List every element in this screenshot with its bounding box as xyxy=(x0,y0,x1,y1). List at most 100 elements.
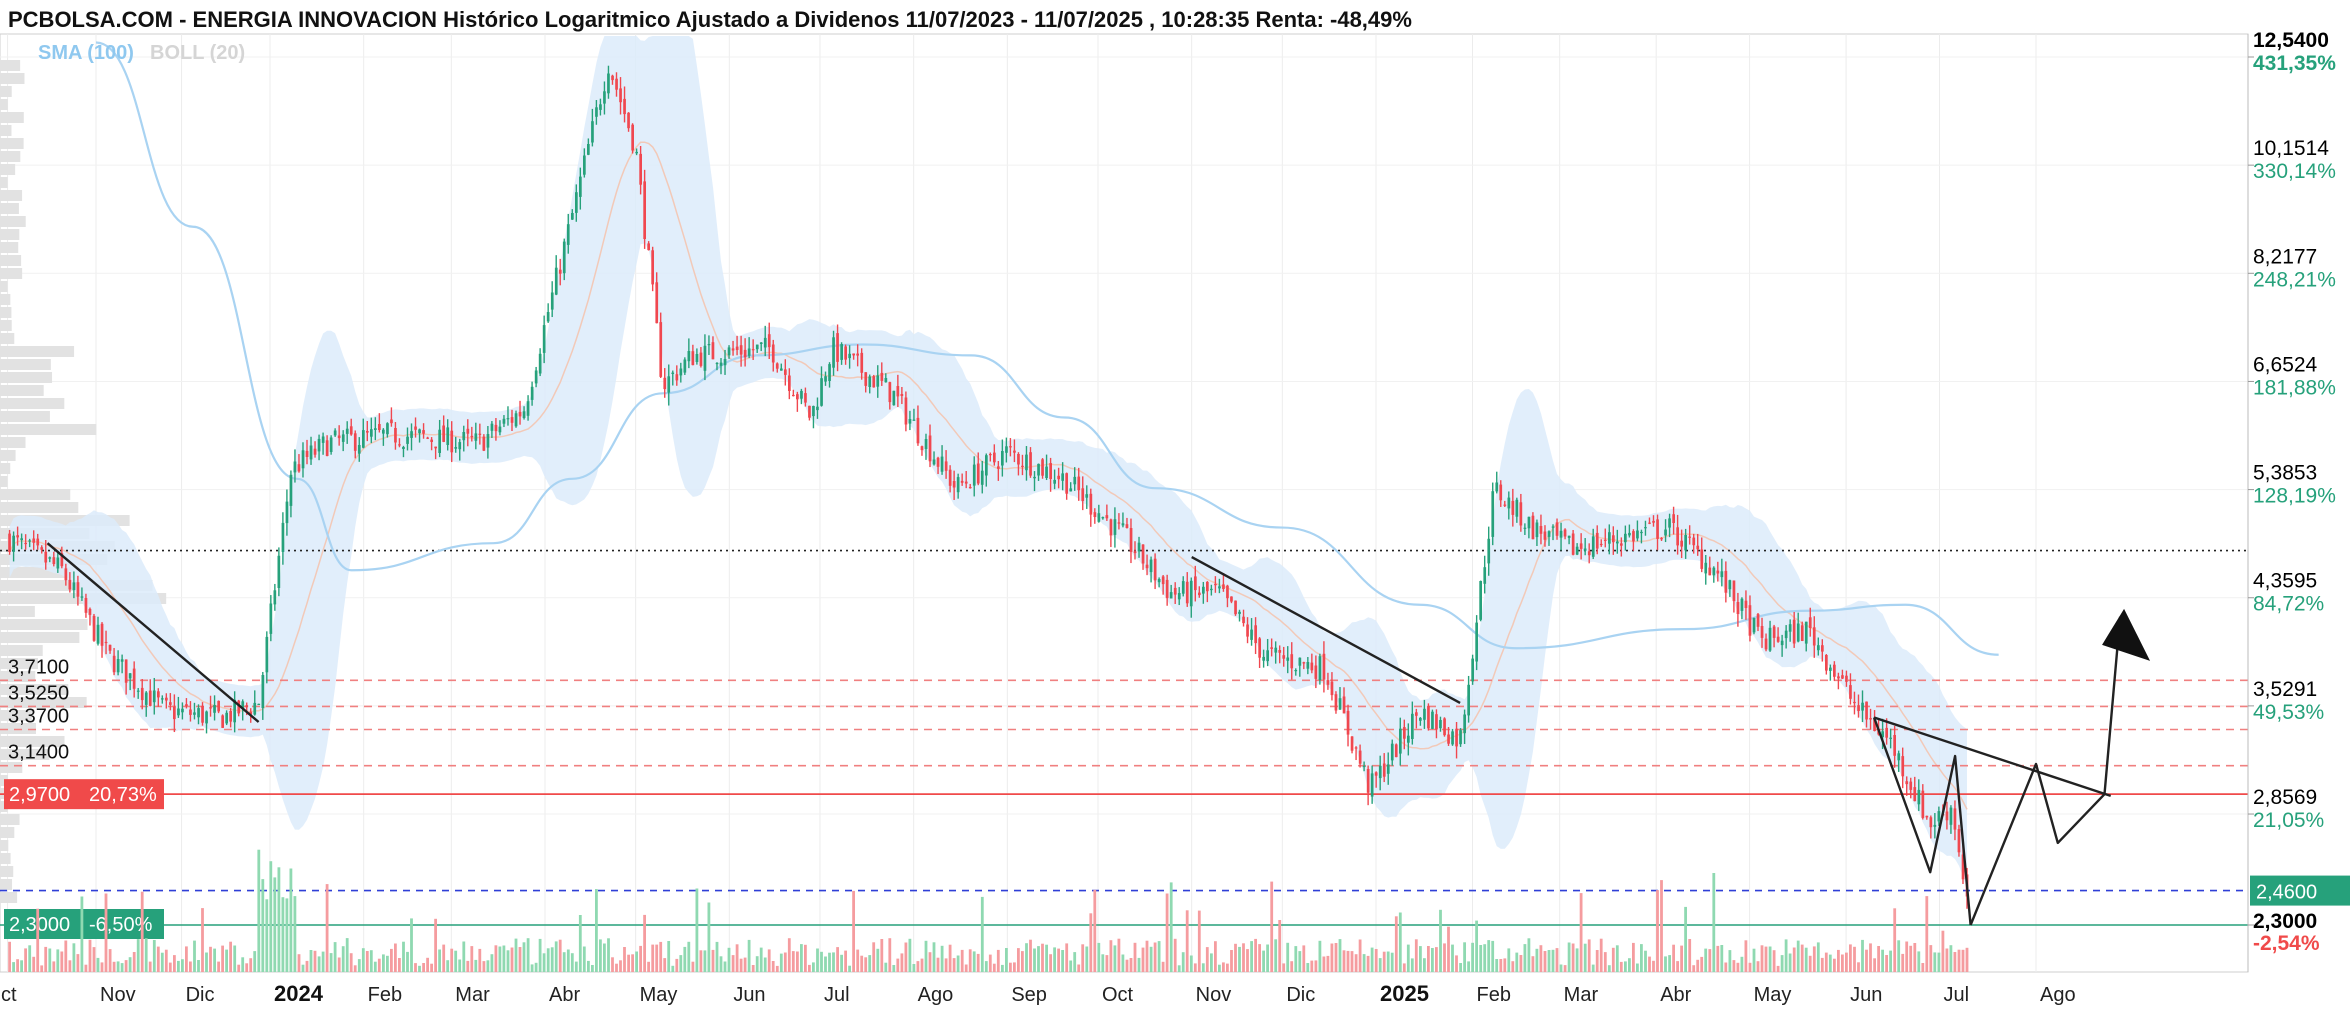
candle-body xyxy=(1712,567,1716,576)
candle-body xyxy=(784,369,787,375)
candle-body xyxy=(189,709,192,715)
candle-body xyxy=(1696,545,1700,550)
volume-profile-bar xyxy=(0,125,12,136)
support-tag-price: 2,9700 xyxy=(9,784,70,806)
candle-body xyxy=(1692,537,1696,546)
candle-body xyxy=(812,406,815,417)
candle-body xyxy=(1519,502,1523,526)
candle-body xyxy=(1551,526,1555,528)
green-tag-price: 2,3000 xyxy=(9,914,70,936)
volume-profile-bar xyxy=(0,840,9,851)
volume-bar xyxy=(812,962,815,972)
candle-body xyxy=(20,538,23,541)
volume-bar xyxy=(1041,943,1044,972)
candle-body xyxy=(1447,734,1450,744)
candle-body xyxy=(719,362,723,366)
x-tick-label: Nov xyxy=(100,984,136,1006)
volume-profile-bar xyxy=(0,60,21,71)
candle-body xyxy=(1290,654,1294,669)
candle-body xyxy=(1587,551,1591,556)
volume-bar xyxy=(1913,943,1917,972)
volume-bar xyxy=(804,944,807,972)
candle-body xyxy=(627,112,630,129)
volume-bar xyxy=(1402,963,1406,972)
candle-body xyxy=(277,555,281,588)
volume-bar xyxy=(24,948,27,972)
candle-body xyxy=(422,430,425,434)
candle-body xyxy=(1463,714,1466,734)
candle-body xyxy=(157,691,160,698)
volume-bar xyxy=(1013,962,1016,972)
volume-profile-bar xyxy=(0,99,8,110)
candle-body xyxy=(169,702,172,705)
volume-bar xyxy=(848,965,851,972)
volume-bar xyxy=(1672,944,1675,972)
volume-bar xyxy=(1873,958,1876,972)
legend-boll[interactable]: BOLL (20) xyxy=(150,42,245,64)
volume-bar xyxy=(570,953,574,972)
y-tick-price: 12,5400 xyxy=(2253,29,2329,52)
candle-body xyxy=(494,424,498,432)
candle-body xyxy=(836,333,839,362)
volume-bar xyxy=(281,897,285,972)
candle-body xyxy=(583,155,586,175)
candle-body xyxy=(1093,512,1097,517)
sma-line xyxy=(95,41,1999,656)
candle-body xyxy=(317,438,321,452)
candle-body xyxy=(1913,787,1917,802)
candles xyxy=(8,65,1969,909)
candle-body xyxy=(120,659,124,662)
candle-body xyxy=(1407,735,1410,743)
candle-body xyxy=(325,440,329,456)
chart-title: PCBOLSA.COM - ENERGIA INNOVACION Históri… xyxy=(8,7,1412,32)
volume-bar xyxy=(1009,962,1012,972)
candle-body xyxy=(667,376,671,393)
volume-profile xyxy=(0,60,167,903)
candle-body xyxy=(1366,769,1370,793)
volume-profile-bar xyxy=(0,814,20,825)
volume-bar xyxy=(213,948,216,972)
candle-body xyxy=(591,121,594,143)
volume-bar xyxy=(193,940,196,972)
candle-body xyxy=(619,88,622,103)
candle-body xyxy=(321,436,325,443)
candle-body xyxy=(1616,541,1619,544)
candle-body xyxy=(1768,627,1772,651)
volume-bar xyxy=(361,948,365,972)
volume-bar xyxy=(426,957,429,972)
volume-bar xyxy=(249,958,253,972)
x-tick-label: Jul xyxy=(824,984,850,1006)
volume-bar xyxy=(1419,946,1422,972)
candle-body xyxy=(603,91,606,104)
volume-bar xyxy=(755,956,759,972)
bollinger-mid xyxy=(8,141,1968,810)
legend-sma[interactable]: SMA (100) xyxy=(38,42,134,64)
candle-body xyxy=(1073,476,1077,485)
candle-body xyxy=(217,700,220,712)
candle-body xyxy=(848,353,851,359)
volume-bar xyxy=(44,946,48,972)
volume-bar xyxy=(800,944,803,972)
candle-body xyxy=(1841,675,1844,679)
candle-body xyxy=(128,673,132,679)
candle-body xyxy=(177,708,180,716)
candle-body xyxy=(64,568,68,581)
candle-body xyxy=(297,464,301,472)
volume-profile-bar xyxy=(0,710,32,721)
candle-body xyxy=(337,435,341,439)
candle-body xyxy=(1386,764,1390,774)
volume-bar xyxy=(619,960,622,972)
volume-bar xyxy=(1005,948,1008,972)
candle-body xyxy=(767,334,771,348)
candle-body xyxy=(213,705,216,713)
volume-bar xyxy=(229,941,232,972)
volume-bar xyxy=(357,959,361,972)
volume-bar xyxy=(1965,947,1969,972)
candle-body xyxy=(1684,535,1687,551)
volume-bar xyxy=(1945,948,1949,972)
volume-bar xyxy=(1278,920,1282,972)
x-tick-label: Jul xyxy=(1943,984,1969,1006)
volume-bar xyxy=(365,951,369,972)
candle-body xyxy=(273,590,277,605)
candle-body xyxy=(1009,446,1012,448)
